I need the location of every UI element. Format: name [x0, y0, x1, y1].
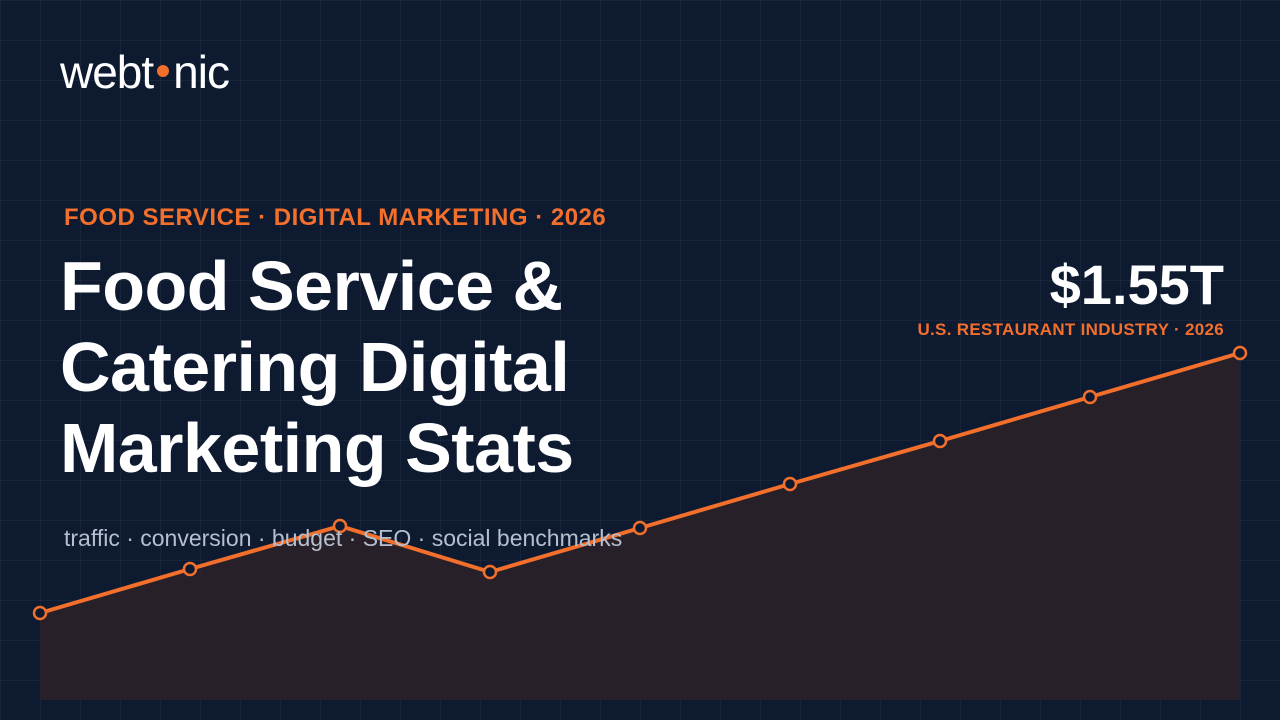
trend-point-8	[1082, 389, 1098, 405]
trend-point-4	[482, 564, 498, 580]
trend-point-9	[1232, 345, 1248, 361]
headline-stat: $1.55T U.S. RESTAURANT INDUSTRY · 2026	[917, 254, 1224, 340]
title-line-1: Food Service &	[60, 247, 563, 325]
page-title: Food Service & Catering Digital Marketin…	[60, 246, 574, 489]
trend-point-6	[782, 476, 798, 492]
trend-point-5	[632, 520, 648, 536]
trend-point-2	[182, 561, 198, 577]
trend-point-3	[332, 518, 348, 534]
title-line-3: Marketing Stats	[60, 409, 574, 487]
eyebrow-label: FOOD SERVICE · DIGITAL MARKETING · 2026	[64, 204, 607, 231]
trend-point-7	[932, 433, 948, 449]
logo-dot-icon	[157, 65, 170, 78]
trend-point-1	[32, 605, 48, 621]
subtitle-topics: traffic · conversion · budget · SEO · so…	[64, 525, 623, 551]
trend-points	[32, 345, 1248, 621]
stat-label: U.S. RESTAURANT INDUSTRY · 2026	[917, 320, 1224, 339]
logo-text-right: nic	[173, 46, 230, 98]
title-line-2: Catering Digital	[60, 328, 570, 406]
trend-area	[40, 353, 1240, 700]
stat-value: $1.55T	[1049, 253, 1224, 316]
logo-text-left: webt	[60, 46, 154, 98]
webtonic-logo[interactable]: webt nic	[60, 44, 230, 100]
